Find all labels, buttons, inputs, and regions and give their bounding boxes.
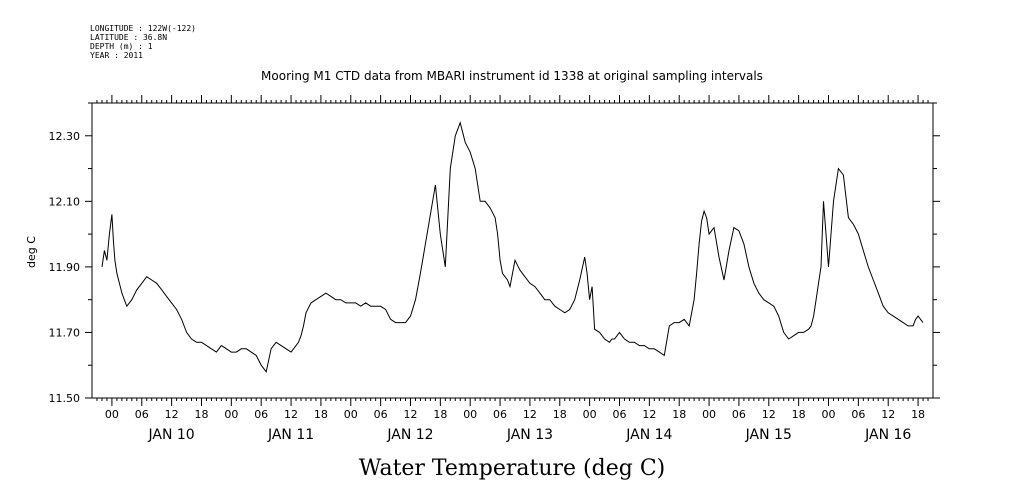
x-day-label: JAN 10 bbox=[148, 427, 195, 443]
x-tick-label: 12 bbox=[284, 408, 298, 421]
x-axis: 00 06 12 18 00 06 12 18 00 06 12 18 00 06 12 18 00 06 12 18… bbox=[96, 95, 929, 443]
x-tick-label: 00 bbox=[583, 408, 597, 421]
latitude-label: LATITUDE : 36.8N bbox=[90, 33, 167, 42]
x-tick-label: 00 bbox=[105, 408, 119, 421]
series-line-water-temperature bbox=[101, 121, 924, 373]
plot-frame bbox=[91, 102, 934, 399]
x-tick-label: 12 bbox=[642, 408, 656, 421]
x-day-label: JAN 11 bbox=[267, 427, 314, 443]
year-label: YEAR : 2011 bbox=[90, 51, 143, 60]
x-tick-label: 06 bbox=[612, 408, 626, 421]
chart-title: Mooring M1 CTD data from MBARI instrumen… bbox=[261, 69, 763, 83]
x-tick-label: 00 bbox=[463, 408, 477, 421]
x-tick-label: 12 bbox=[403, 408, 417, 421]
x-day-label: JAN 16 bbox=[864, 427, 911, 443]
x-tick-label: 12 bbox=[165, 408, 179, 421]
x-tick-label: 06 bbox=[851, 408, 865, 421]
x-day-label: JAN 13 bbox=[506, 427, 553, 443]
longitude-label: LONGITUDE : 122W(-122) bbox=[90, 24, 196, 33]
x-tick-label: 18 bbox=[433, 408, 447, 421]
x-day-label: JAN 14 bbox=[625, 427, 672, 443]
x-tick-label: 06 bbox=[135, 408, 149, 421]
x-tick-label: 18 bbox=[792, 408, 806, 421]
x-day-label: JAN 12 bbox=[386, 427, 433, 443]
x-tick-label: 06 bbox=[493, 408, 507, 421]
x-tick-label: 18 bbox=[553, 408, 567, 421]
x-tick-label: 06 bbox=[254, 408, 268, 421]
x-tick-label: 18 bbox=[672, 408, 686, 421]
x-tick-label: 00 bbox=[702, 408, 716, 421]
x-tick-label: 18 bbox=[314, 408, 328, 421]
x-day-label: JAN 15 bbox=[745, 427, 792, 443]
x-tick-label: 00 bbox=[821, 408, 835, 421]
x-axis-title: Water Temperature (deg C) bbox=[359, 456, 666, 481]
x-tick-label: 12 bbox=[881, 408, 895, 421]
x-tick-label: 18 bbox=[194, 408, 208, 421]
x-tick-label: 12 bbox=[762, 408, 776, 421]
chart-header: LONGITUDE : 122W(-122) LATITUDE : 36.8N … bbox=[90, 24, 196, 60]
y-tick-label: 11.90 bbox=[49, 261, 81, 274]
y-tick-label: 12.30 bbox=[49, 130, 81, 143]
x-tick-label: 00 bbox=[224, 408, 238, 421]
x-tick-label: 00 bbox=[344, 408, 358, 421]
depth-label: DEPTH (m) : 1 bbox=[90, 42, 153, 51]
y-axis: 11.50 11.70 11.90 12.10 12.30 bbox=[49, 102, 940, 405]
x-tick-label: 18 bbox=[911, 408, 925, 421]
x-tick-label: 12 bbox=[523, 408, 537, 421]
y-tick-label: 11.70 bbox=[49, 326, 81, 339]
y-tick-label: 12.10 bbox=[49, 195, 81, 208]
x-tick-label: 06 bbox=[732, 408, 746, 421]
y-tick-label: 11.50 bbox=[49, 392, 81, 405]
y-axis-label: deg C bbox=[25, 236, 38, 268]
x-tick-label: 06 bbox=[374, 408, 388, 421]
